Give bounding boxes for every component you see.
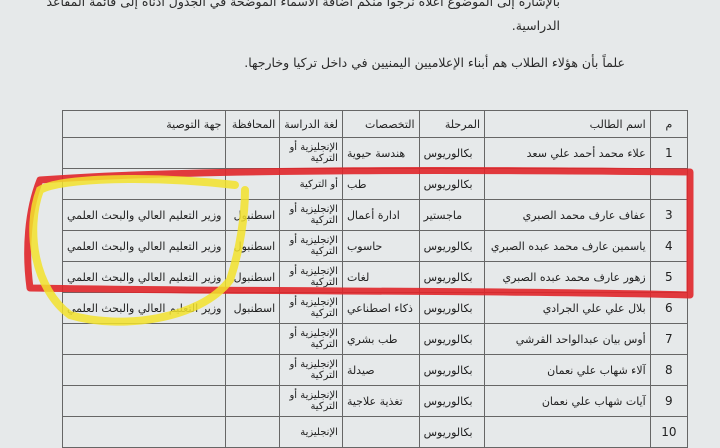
student-name — [484, 416, 651, 448]
stage: بكالوريوس — [418, 230, 486, 262]
specialization: ادارة أعمال — [341, 199, 420, 231]
student-name: عفاف عارف محمد الصبري — [484, 199, 651, 231]
table-row: 9 آيات شهاب علي نعمان بكالوريوس تغذية علاجي… — [61, 385, 689, 417]
column-header: م — [649, 110, 689, 138]
stage: بكالوريوس — [418, 416, 486, 448]
specialization: طب بشري — [341, 323, 420, 355]
row-number: 4 — [649, 230, 689, 262]
specialization: ذكاء اصطناعي — [341, 292, 420, 324]
study-language: الإنجليزية أو التركية — [279, 137, 343, 169]
study-language: الإنجليزية أو التركية — [279, 354, 343, 386]
specialization: صيدلة — [341, 354, 420, 386]
stage: بكالوريوس — [418, 168, 486, 200]
specialization: لغات — [341, 261, 420, 293]
column-header: المرحلة — [418, 110, 486, 138]
column-header: اسم الطالب — [484, 110, 651, 138]
table-header-row: م اسم الطالب المرحلة التخصصات لغة الدراسة الم… — [61, 110, 689, 138]
student-name: ياسمين عارف محمد عبده الصبري — [484, 230, 651, 262]
governorate — [225, 137, 281, 169]
study-language: الإنجليزية أو التركية — [279, 323, 343, 355]
students-table: م اسم الطالب المرحلة التخصصات لغة الدراسة الم… — [61, 110, 689, 448]
specialization: هندسة حيوية — [341, 137, 420, 169]
stage: بكالوريوس — [418, 385, 486, 417]
specialization: حاسوب — [341, 230, 420, 262]
recommending-body — [61, 168, 227, 200]
specialization: تغذية علاجية — [341, 385, 420, 417]
recommending-body: وزير التعليم العالي والبحث العلمي — [61, 199, 227, 231]
governorate: اسطنبول — [225, 261, 281, 293]
row-number: 8 — [649, 354, 689, 386]
recommending-body — [61, 354, 227, 386]
stage: بكالوريوس — [418, 261, 486, 293]
row-number: 10 — [649, 416, 689, 448]
row-number: 6 — [649, 292, 689, 324]
study-language: الإنجليزية أو التركية — [279, 261, 343, 293]
recommending-body — [61, 416, 227, 448]
table-row: 6 بلال علي علي الجرادي بكالوريوس ذكاء اصطنا… — [61, 292, 689, 324]
column-header: التخصصات — [341, 110, 420, 138]
recommending-body — [61, 385, 227, 417]
table-row: 8 آلاء شهاب علي نعمان بكالوريوس صيدلة الإنجل… — [61, 354, 689, 386]
stage: ماجستير — [418, 199, 486, 231]
recommending-body — [61, 323, 227, 355]
stage: بكالوريوس — [418, 323, 486, 355]
letter-line-2: علماً بأن هؤلاء الطلاب هم أبناء الإعلامي… — [244, 55, 625, 70]
student-name: بلال علي علي الجرادي — [484, 292, 651, 324]
governorate — [225, 354, 281, 386]
student-name: أوس بيان عبدالواحد القرشي — [484, 323, 651, 355]
student-name: آيات شهاب علي نعمان — [484, 385, 651, 417]
student-name: زهور عارف محمد عبده الصبري — [484, 261, 651, 293]
governorate — [225, 323, 281, 355]
table-row: 1 علاء محمد أحمد علي سعد بكالوريوس هندسة حي… — [61, 137, 689, 169]
recommending-body — [61, 137, 227, 169]
recommending-body: وزير التعليم العالي والبحث العلمي — [61, 292, 227, 324]
column-header: لغة الدراسة — [279, 110, 343, 138]
column-header: جهة التوصية — [61, 110, 227, 138]
governorate: اسطنبول — [225, 199, 281, 231]
study-language: الإنجليزية أو التركية — [279, 199, 343, 231]
letter-line-1: بالإشارة إلى الموضوع أعلاه نرجوا منكم اض… — [46, 0, 560, 9]
row-number: 3 — [649, 199, 689, 231]
recommending-body: وزير التعليم العالي والبحث العلمي — [61, 261, 227, 293]
specialization: طب — [341, 168, 420, 200]
row-number: 1 — [649, 137, 689, 169]
row-number: 5 — [649, 261, 689, 293]
row-number: 9 — [649, 385, 689, 417]
governorate — [225, 385, 281, 417]
specialization — [341, 416, 420, 448]
table-row: 3 عفاف عارف محمد الصبري ماجستير ادارة أعمال… — [61, 199, 689, 231]
row-number: 7 — [649, 323, 689, 355]
table-row: بكالوريوس طب أو التركية — [61, 168, 689, 200]
governorate — [225, 168, 281, 200]
table-row: 7 أوس بيان عبدالواحد القرشي بكالوريوس طب بش… — [61, 323, 689, 355]
student-name: علاء محمد أحمد علي سعد — [484, 137, 651, 169]
letter-line-1-cont: الدراسية. — [511, 18, 560, 33]
stage: بكالوريوس — [418, 292, 486, 324]
table-row: 4 ياسمين عارف محمد عبده الصبري بكالوريوس حا… — [61, 230, 689, 262]
governorate — [225, 416, 281, 448]
study-language: الإنجليزية أو التركية — [279, 230, 343, 262]
column-header: المحافظة — [225, 110, 281, 138]
governorate: اسطنبول — [225, 230, 281, 262]
row-number — [649, 168, 689, 200]
recommending-body: وزير التعليم العالي والبحث العلمي — [61, 230, 227, 262]
study-language: الإنجليزية أو التركية — [279, 385, 343, 417]
student-name: آلاء شهاب علي نعمان — [484, 354, 651, 386]
study-language: الإنجليزية أو التركية — [279, 292, 343, 324]
stage: بكالوريوس — [418, 354, 486, 386]
table-row: 10 بكالوريوس الإنجليزية — [61, 416, 689, 448]
table-row: 5 زهور عارف محمد عبده الصبري بكالوريوس لغات… — [61, 261, 689, 293]
study-language: أو التركية — [279, 168, 343, 200]
governorate: اسطنبول — [225, 292, 281, 324]
student-name — [484, 168, 651, 200]
study-language: الإنجليزية — [279, 416, 343, 448]
stage: بكالوريوس — [418, 137, 486, 169]
